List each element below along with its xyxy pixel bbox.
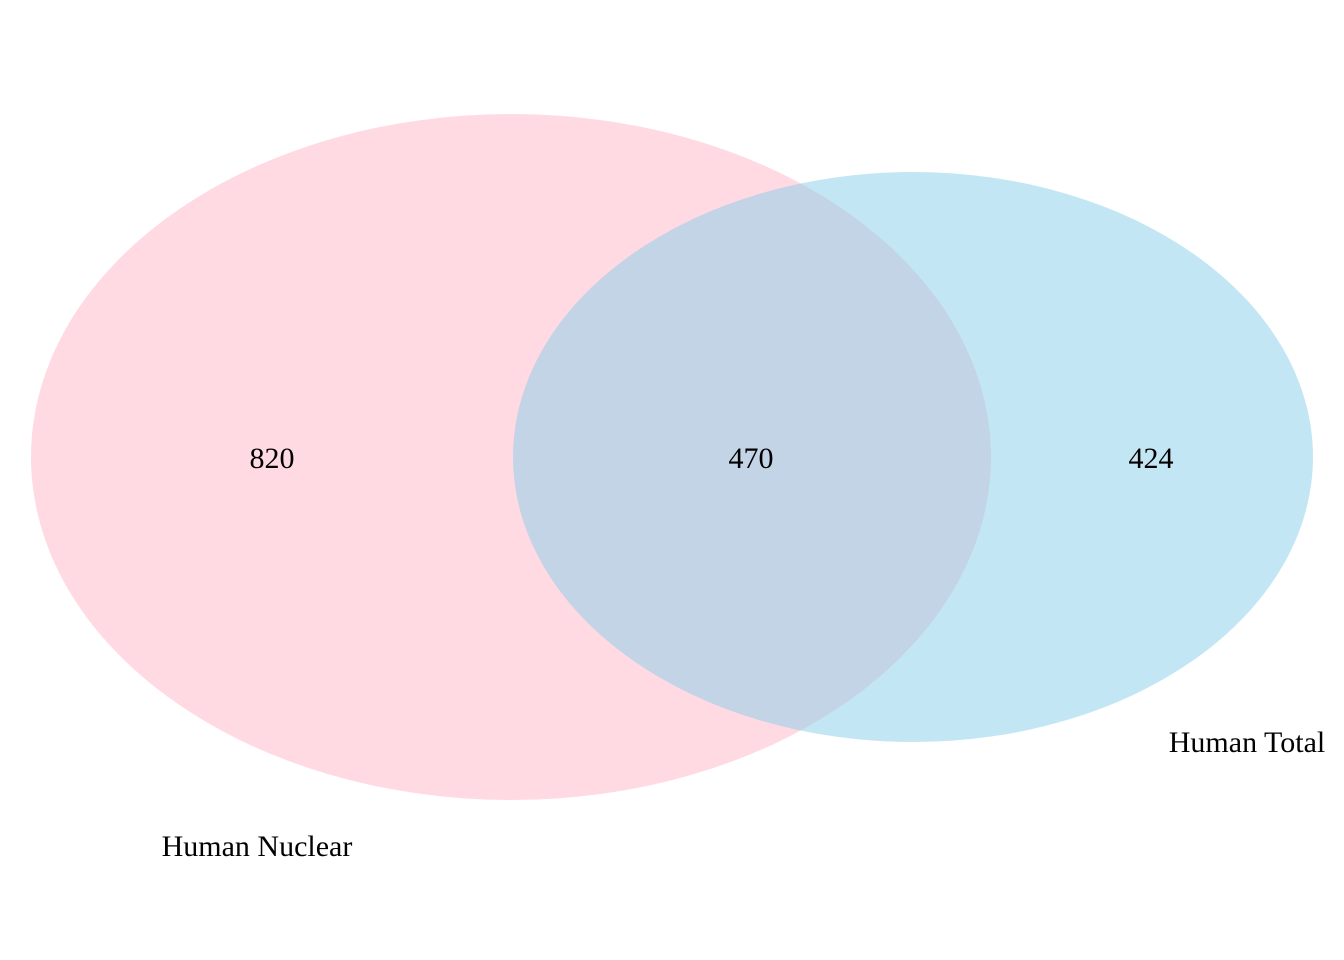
intersection-count: 470 [729, 442, 774, 475]
human-total-only-count: 424 [1129, 442, 1174, 475]
set-human-total-circle [513, 172, 1313, 742]
human-total-label: Human Total [1169, 726, 1326, 759]
human-nuclear-label: Human Nuclear [162, 830, 353, 863]
human-nuclear-only-count: 820 [250, 442, 295, 475]
